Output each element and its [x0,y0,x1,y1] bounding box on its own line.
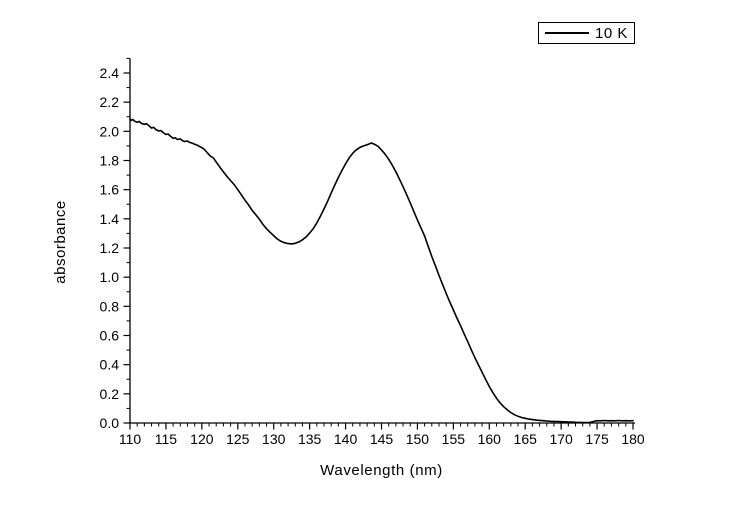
x-tick-label: 115 [155,431,178,447]
legend-line-sample-icon [545,32,589,34]
x-tick-label: 125 [226,431,250,447]
legend: 10 K [538,22,635,44]
y-tick-label: 2.4 [100,65,120,81]
y-tick-label: 1.6 [100,182,120,198]
y-tick-label: 2.2 [100,94,120,110]
x-tick-label: 180 [621,431,645,447]
y-tick-label: 0.2 [100,386,120,402]
y-tick-label: 0.8 [100,298,120,314]
y-tick-label: 1.8 [100,153,120,169]
x-tick-label: 175 [585,431,609,447]
x-tick-label: 130 [262,431,286,447]
x-tick-label: 110 [119,431,142,447]
x-tick-label: 135 [298,431,322,447]
x-tick-label: 155 [442,431,466,447]
y-tick-label: 0.4 [100,357,120,373]
data-curve-10-k [129,118,634,424]
x-axis-title: Wavelength (nm) [320,462,443,479]
y-tick-label: 1.4 [100,211,120,227]
x-tick-label: 120 [190,431,214,447]
x-tick-label: 145 [370,431,394,447]
y-tick-label: 0.0 [100,415,120,431]
x-tick-label: 140 [334,431,358,447]
y-tick-label: 1.2 [100,240,120,256]
x-tick-label: 170 [549,431,573,447]
x-tick-label: 165 [514,431,538,447]
legend-label: 10 K [595,24,628,42]
x-tick-label: 150 [406,431,430,447]
y-tick-label: 0.6 [100,328,120,344]
y-tick-label: 1.0 [100,269,120,285]
y-axis-title: absorbance [52,200,69,284]
x-tick-label: 160 [478,431,502,447]
y-tick-label: 2.0 [100,123,120,139]
